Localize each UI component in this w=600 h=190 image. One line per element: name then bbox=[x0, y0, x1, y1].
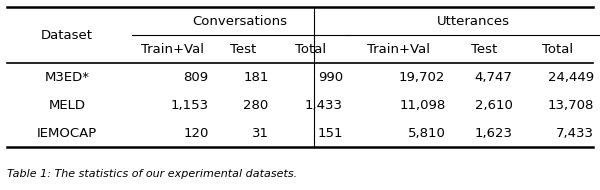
Text: 809: 809 bbox=[184, 71, 209, 84]
Text: 5,810: 5,810 bbox=[407, 127, 445, 140]
Text: Table 1: The statistics of our experimental datasets.: Table 1: The statistics of our experimen… bbox=[7, 169, 298, 179]
Text: 1,623: 1,623 bbox=[475, 127, 512, 140]
Text: Train+Val: Train+Val bbox=[367, 43, 430, 56]
Text: Test: Test bbox=[470, 43, 497, 56]
Text: 1,433: 1,433 bbox=[305, 99, 343, 112]
Text: 11,098: 11,098 bbox=[399, 99, 445, 112]
Text: M3ED*: M3ED* bbox=[44, 71, 89, 84]
Text: 280: 280 bbox=[244, 99, 269, 112]
Text: 1,153: 1,153 bbox=[170, 99, 209, 112]
Text: 990: 990 bbox=[318, 71, 343, 84]
Text: Train+Val: Train+Val bbox=[141, 43, 204, 56]
Text: Conversations: Conversations bbox=[193, 15, 287, 28]
Text: Test: Test bbox=[230, 43, 257, 56]
Text: 19,702: 19,702 bbox=[399, 71, 445, 84]
Text: Total: Total bbox=[295, 43, 326, 56]
Text: 24,449: 24,449 bbox=[548, 71, 594, 84]
Text: 120: 120 bbox=[183, 127, 209, 140]
Text: MELD: MELD bbox=[48, 99, 85, 112]
Text: 31: 31 bbox=[252, 127, 269, 140]
Text: Total: Total bbox=[542, 43, 574, 56]
Text: Utterances: Utterances bbox=[437, 15, 509, 28]
Text: 4,747: 4,747 bbox=[475, 71, 512, 84]
Text: 13,708: 13,708 bbox=[547, 99, 594, 112]
Text: 2,610: 2,610 bbox=[475, 99, 512, 112]
Text: 181: 181 bbox=[244, 71, 269, 84]
Text: Dataset: Dataset bbox=[41, 28, 93, 42]
Text: IEMOCAP: IEMOCAP bbox=[37, 127, 97, 140]
Text: 151: 151 bbox=[317, 127, 343, 140]
Text: 7,433: 7,433 bbox=[556, 127, 594, 140]
